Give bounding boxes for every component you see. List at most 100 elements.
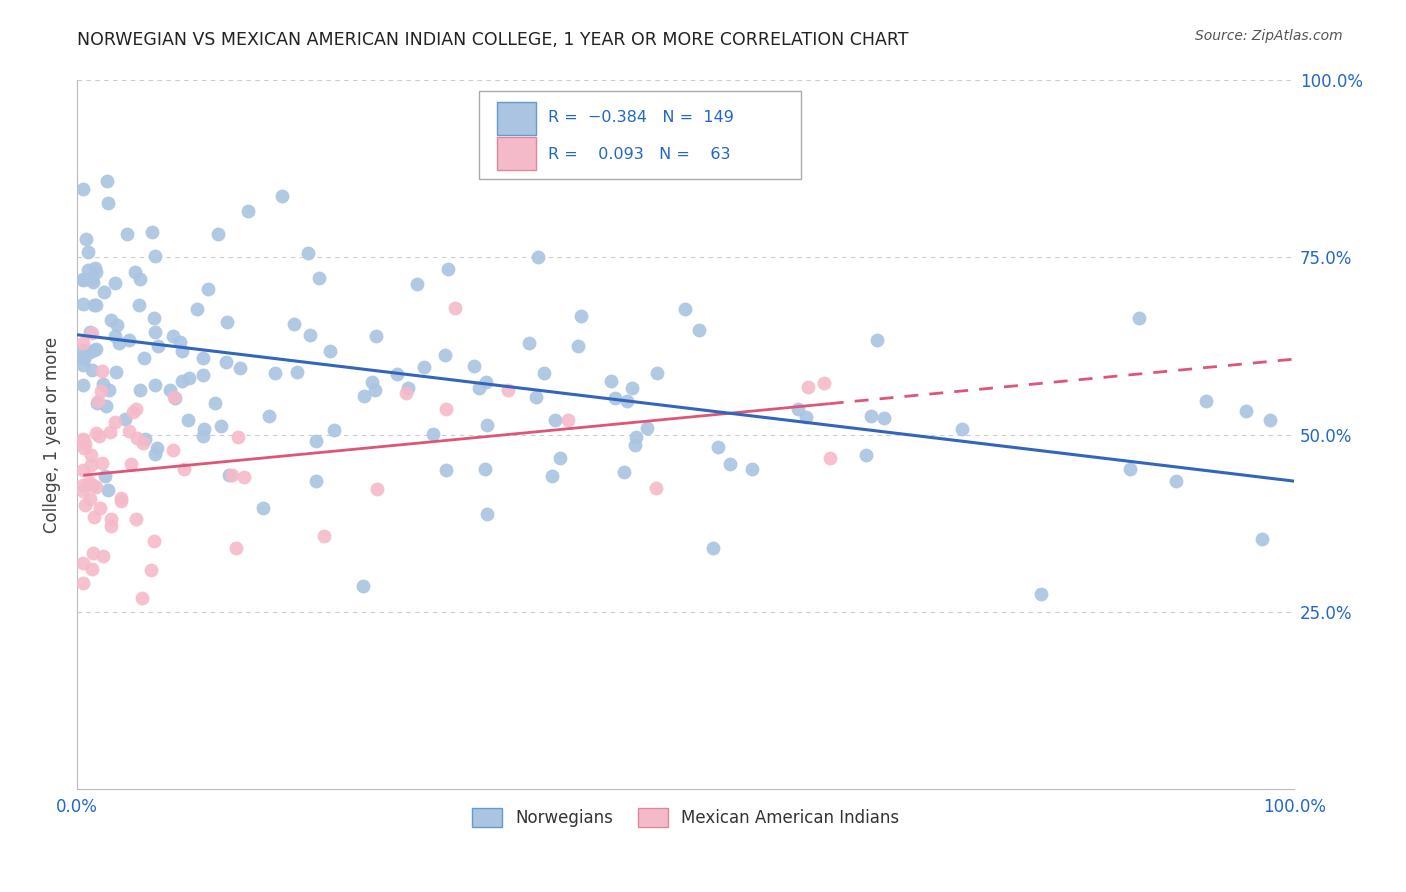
Point (283, 317, 305, 331)
Point (84, 297, 107, 311)
Point (170, 374, 193, 388)
Legend: Norwegians, Mexican American Indians: Norwegians, Mexican American Indians (465, 802, 907, 834)
Point (93, 285, 115, 299)
Point (118, 334, 141, 348)
Point (98, 425, 121, 440)
Point (104, 276, 127, 290)
Point (118, 424, 141, 438)
Point (125, 432, 148, 446)
Point (177, 412, 200, 426)
Text: R =    0.093   N =    63: R = 0.093 N = 63 (548, 147, 731, 162)
Point (120, 457, 142, 471)
Point (813, 376, 835, 390)
Point (100, 511, 122, 525)
Point (1031, 587, 1053, 601)
Point (1251, 532, 1274, 546)
Point (263, 366, 285, 380)
Point (82, 478, 104, 492)
Point (84, 342, 107, 356)
Point (173, 462, 195, 476)
Point (496, 383, 519, 397)
Point (73, 352, 96, 367)
Point (87, 429, 110, 443)
Point (319, 344, 342, 359)
FancyBboxPatch shape (479, 91, 801, 179)
Point (517, 336, 540, 351)
Point (132, 351, 155, 365)
Point (96, 174, 118, 188)
Point (72, 343, 94, 357)
Text: NORWEGIAN VS MEXICAN AMERICAN INDIAN COLLEGE, 1 YEAR OR MORE CORRELATION CHART: NORWEGIAN VS MEXICAN AMERICAN INDIAN COL… (77, 31, 908, 49)
Point (645, 481, 668, 495)
Point (1128, 310, 1150, 325)
Point (72, 349, 94, 363)
Point (645, 366, 668, 380)
Point (567, 339, 589, 353)
Point (73, 437, 96, 451)
Point (257, 409, 280, 423)
Point (526, 250, 548, 264)
Point (82, 276, 104, 290)
Point (80, 458, 103, 472)
Point (179, 370, 201, 384)
Point (226, 430, 249, 444)
Point (422, 427, 444, 442)
Point (620, 381, 643, 395)
Point (121, 405, 143, 419)
Point (299, 328, 322, 343)
Point (221, 467, 243, 482)
Point (143, 533, 166, 548)
Point (193, 428, 215, 442)
Point (80, 326, 103, 340)
Point (468, 381, 491, 395)
Point (1195, 393, 1218, 408)
Point (322, 423, 344, 437)
Point (91, 456, 114, 470)
Point (128, 298, 150, 312)
Point (873, 410, 896, 425)
Point (83, 343, 105, 357)
Point (75, 232, 97, 246)
Point (97, 483, 120, 497)
Point (79, 345, 101, 359)
Point (305, 474, 328, 488)
Point (163, 390, 186, 404)
Point (437, 262, 460, 277)
Point (124, 265, 146, 279)
Point (364, 329, 387, 343)
Point (191, 368, 214, 382)
Point (84, 426, 107, 441)
Point (114, 412, 136, 426)
Point (80, 562, 103, 576)
Point (217, 315, 239, 329)
Point (718, 457, 741, 471)
Point (232, 469, 254, 483)
Point (364, 383, 387, 397)
Point (77, 245, 100, 260)
Point (124, 401, 146, 416)
Point (143, 447, 166, 461)
Point (215, 354, 238, 368)
Point (83, 510, 105, 524)
Point (110, 491, 132, 505)
Point (104, 329, 127, 343)
Point (72, 273, 94, 287)
Point (207, 227, 229, 241)
Point (1119, 462, 1142, 476)
Point (89, 500, 111, 515)
Point (353, 389, 375, 403)
Point (605, 392, 627, 406)
Point (818, 450, 841, 465)
Point (544, 413, 567, 427)
Point (105, 318, 128, 332)
Point (108, 335, 131, 350)
Point (599, 374, 621, 388)
Point (104, 365, 127, 379)
Point (159, 383, 181, 397)
Point (79, 491, 101, 506)
Point (794, 410, 817, 425)
Point (395, 385, 418, 400)
Point (79, 326, 101, 340)
Point (83, 260, 105, 275)
Point (76, 263, 98, 277)
